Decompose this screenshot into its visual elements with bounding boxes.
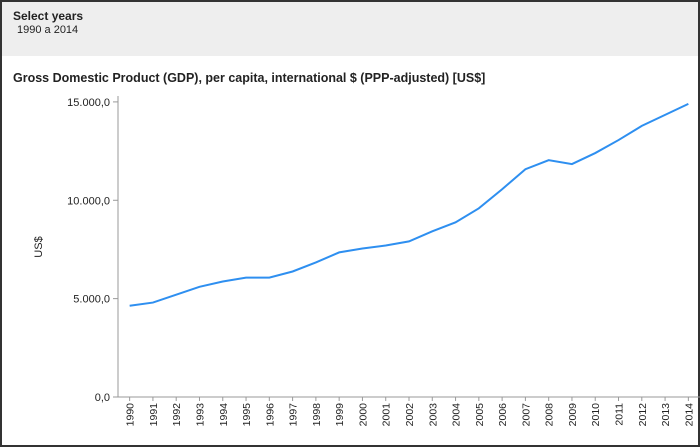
x-tick-label: 1993 bbox=[194, 403, 206, 427]
x-tick-label: 2002 bbox=[404, 403, 416, 427]
selector-panel bbox=[0, 0, 700, 56]
x-tick-label: 1994 bbox=[218, 403, 230, 427]
x-tick-label: 2000 bbox=[357, 403, 369, 427]
x-tick-label: 2010 bbox=[590, 403, 602, 427]
x-tick-label: 1998 bbox=[311, 403, 323, 427]
x-tick-label: 2004 bbox=[451, 403, 463, 427]
selector-label[interactable]: Select years bbox=[13, 9, 83, 23]
x-tick-label: 2011 bbox=[614, 403, 626, 426]
x-tick-label: 1997 bbox=[288, 403, 300, 427]
y-tick-label: 0,0 bbox=[95, 392, 110, 404]
x-tick-label: 2006 bbox=[497, 403, 509, 427]
x-tick-label: 1996 bbox=[264, 403, 276, 427]
x-tick-label: 1999 bbox=[334, 403, 346, 427]
x-tick-label: 1991 bbox=[148, 403, 160, 427]
x-tick-label: 2005 bbox=[474, 403, 486, 427]
x-tick-label: 2009 bbox=[567, 403, 579, 427]
x-tick-label: 2007 bbox=[520, 403, 532, 427]
data-line bbox=[129, 102, 689, 307]
x-tick-label: 1990 bbox=[125, 403, 137, 427]
y-axis-label: US$ bbox=[33, 236, 45, 257]
y-tick-label: 5.000,0 bbox=[73, 294, 110, 306]
x-tick-label: 1995 bbox=[241, 403, 253, 427]
x-tick-label: 2014 bbox=[683, 403, 695, 427]
x-tick-label: 1992 bbox=[171, 403, 183, 427]
chart-title: Gross Domestic Product (GDP), per capita… bbox=[13, 71, 485, 85]
x-tick-label: 2001 bbox=[381, 403, 393, 427]
x-tick-label: 2013 bbox=[660, 403, 672, 427]
y-tick-label: 15.000,0 bbox=[67, 97, 110, 109]
x-tick-label: 2008 bbox=[544, 403, 556, 427]
x-tick-label: 2003 bbox=[427, 403, 439, 427]
x-tick-label: 2012 bbox=[637, 403, 649, 427]
selector-value[interactable]: 1990 a 2014 bbox=[17, 24, 78, 36]
y-tick-label: 10.000,0 bbox=[67, 195, 110, 207]
